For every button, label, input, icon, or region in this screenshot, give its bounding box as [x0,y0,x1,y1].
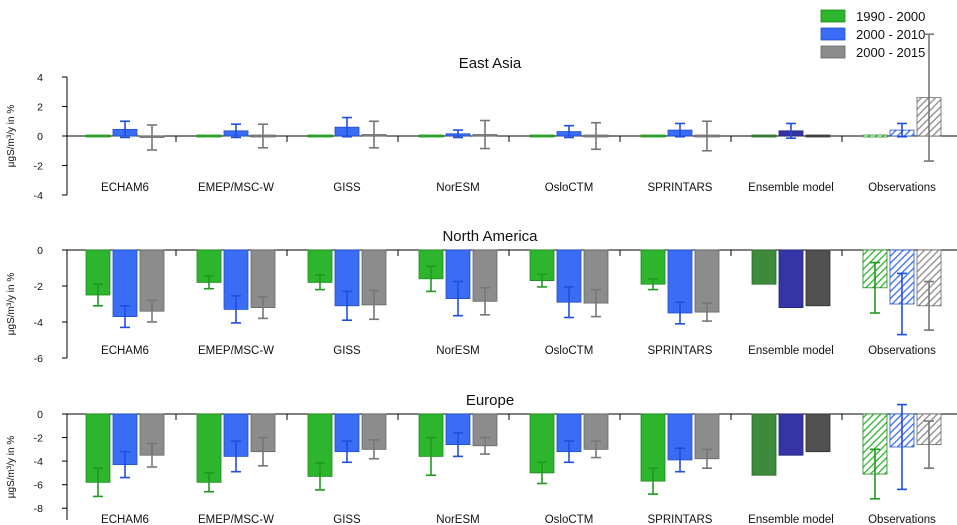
bar [805,413,831,453]
category-label: SPRINTARS [648,514,713,525]
legend-entry: 2000 - 2010 [820,27,925,42]
category-label: ECHAM6 [101,182,149,194]
bar [418,134,444,138]
legend-swatch [820,9,846,23]
y-tick-label: -4 [34,456,43,468]
category-label: Observations [868,345,936,357]
category-label: NorESM [436,514,479,525]
category-label: NorESM [436,345,479,357]
category-label: Ensemble model [748,345,834,357]
bar [694,249,720,313]
y-tick-label: -4 [34,190,43,202]
bar [751,134,777,138]
category-label: GISS [333,345,361,357]
chart-panels: East Asia -4 -2 0 2 4 µgS/m³/y in % ECHAM6 EMEP/… [6,33,957,525]
category-label: Ensemble model [748,514,834,525]
legend: 1990 - 2000 2000 - 2010 2000 - 2015 [820,9,925,60]
bar [862,134,888,138]
bar [751,413,777,476]
bar [778,413,804,456]
bar [250,249,276,308]
y-tick-label: -2 [34,161,43,173]
bar [223,413,249,457]
chart-panel: Europe -8 -6 -4 -2 0 µgS/m³/y in % ECHAM6 EMEP/M… [6,392,957,525]
category-label: EMEP/MSC-W [198,182,274,194]
y-tick-label: -2 [34,433,43,445]
category-label: Observations [868,182,936,194]
bar [361,413,387,450]
y-axis-label: µgS/m³/y in % [6,105,17,168]
category-label: ECHAM6 [101,345,149,357]
y-tick-label: -6 [34,353,43,365]
category-label: NorESM [436,182,479,194]
panel-title: North America [442,228,538,245]
category-label: Observations [868,514,936,525]
y-axis-label: µgS/m³/y in % [6,436,17,499]
category-label: OsloCTM [545,514,594,525]
legend-label: 1990 - 2000 [856,9,925,24]
bar [307,134,333,138]
legend-entry: 2000 - 2015 [820,45,925,60]
category-label: GISS [333,182,361,194]
chart-panel: East Asia -4 -2 0 2 4 µgS/m³/y in % ECHAM6 EMEP/… [6,33,957,202]
panel-title: East Asia [459,55,522,72]
category-label: EMEP/MSC-W [198,514,274,525]
bar [778,249,804,308]
category-label: OsloCTM [545,182,594,194]
bar [445,249,471,299]
category-label: ECHAM6 [101,514,149,525]
bar [583,413,609,450]
bar [805,249,831,307]
y-tick-label: 4 [37,72,43,84]
legend-swatch [820,27,846,41]
bar [529,134,555,138]
y-tick-label: -4 [34,317,43,329]
category-label: EMEP/MSC-W [198,345,274,357]
y-tick-label: -6 [34,480,43,492]
category-label: Ensemble model [748,182,834,194]
y-tick-label: 0 [37,245,43,257]
legend-label: 2000 - 2015 [856,45,925,60]
bar [196,413,222,483]
y-tick-label: 0 [37,409,43,421]
bar [805,134,831,138]
category-label: OsloCTM [545,345,594,357]
bar [196,134,222,138]
y-tick-label: -2 [34,281,43,293]
legend-entry: 1990 - 2000 [820,9,925,24]
panel-title: Europe [466,392,514,409]
chart-panel: North America -6 -4 -2 0 µgS/m³/y in % ECHAM6 E… [6,228,957,365]
bar [751,249,777,285]
category-label: GISS [333,514,361,525]
legend-label: 2000 - 2010 [856,27,925,42]
category-label: SPRINTARS [648,182,713,194]
bar [640,134,666,138]
y-axis-label: µgS/m³/y in % [6,273,17,336]
category-label: SPRINTARS [648,345,713,357]
y-tick-label: -8 [34,503,43,515]
y-tick-label: 2 [37,102,43,114]
legend-swatch [820,45,846,59]
bar [85,134,111,138]
y-tick-label: 0 [37,131,43,143]
